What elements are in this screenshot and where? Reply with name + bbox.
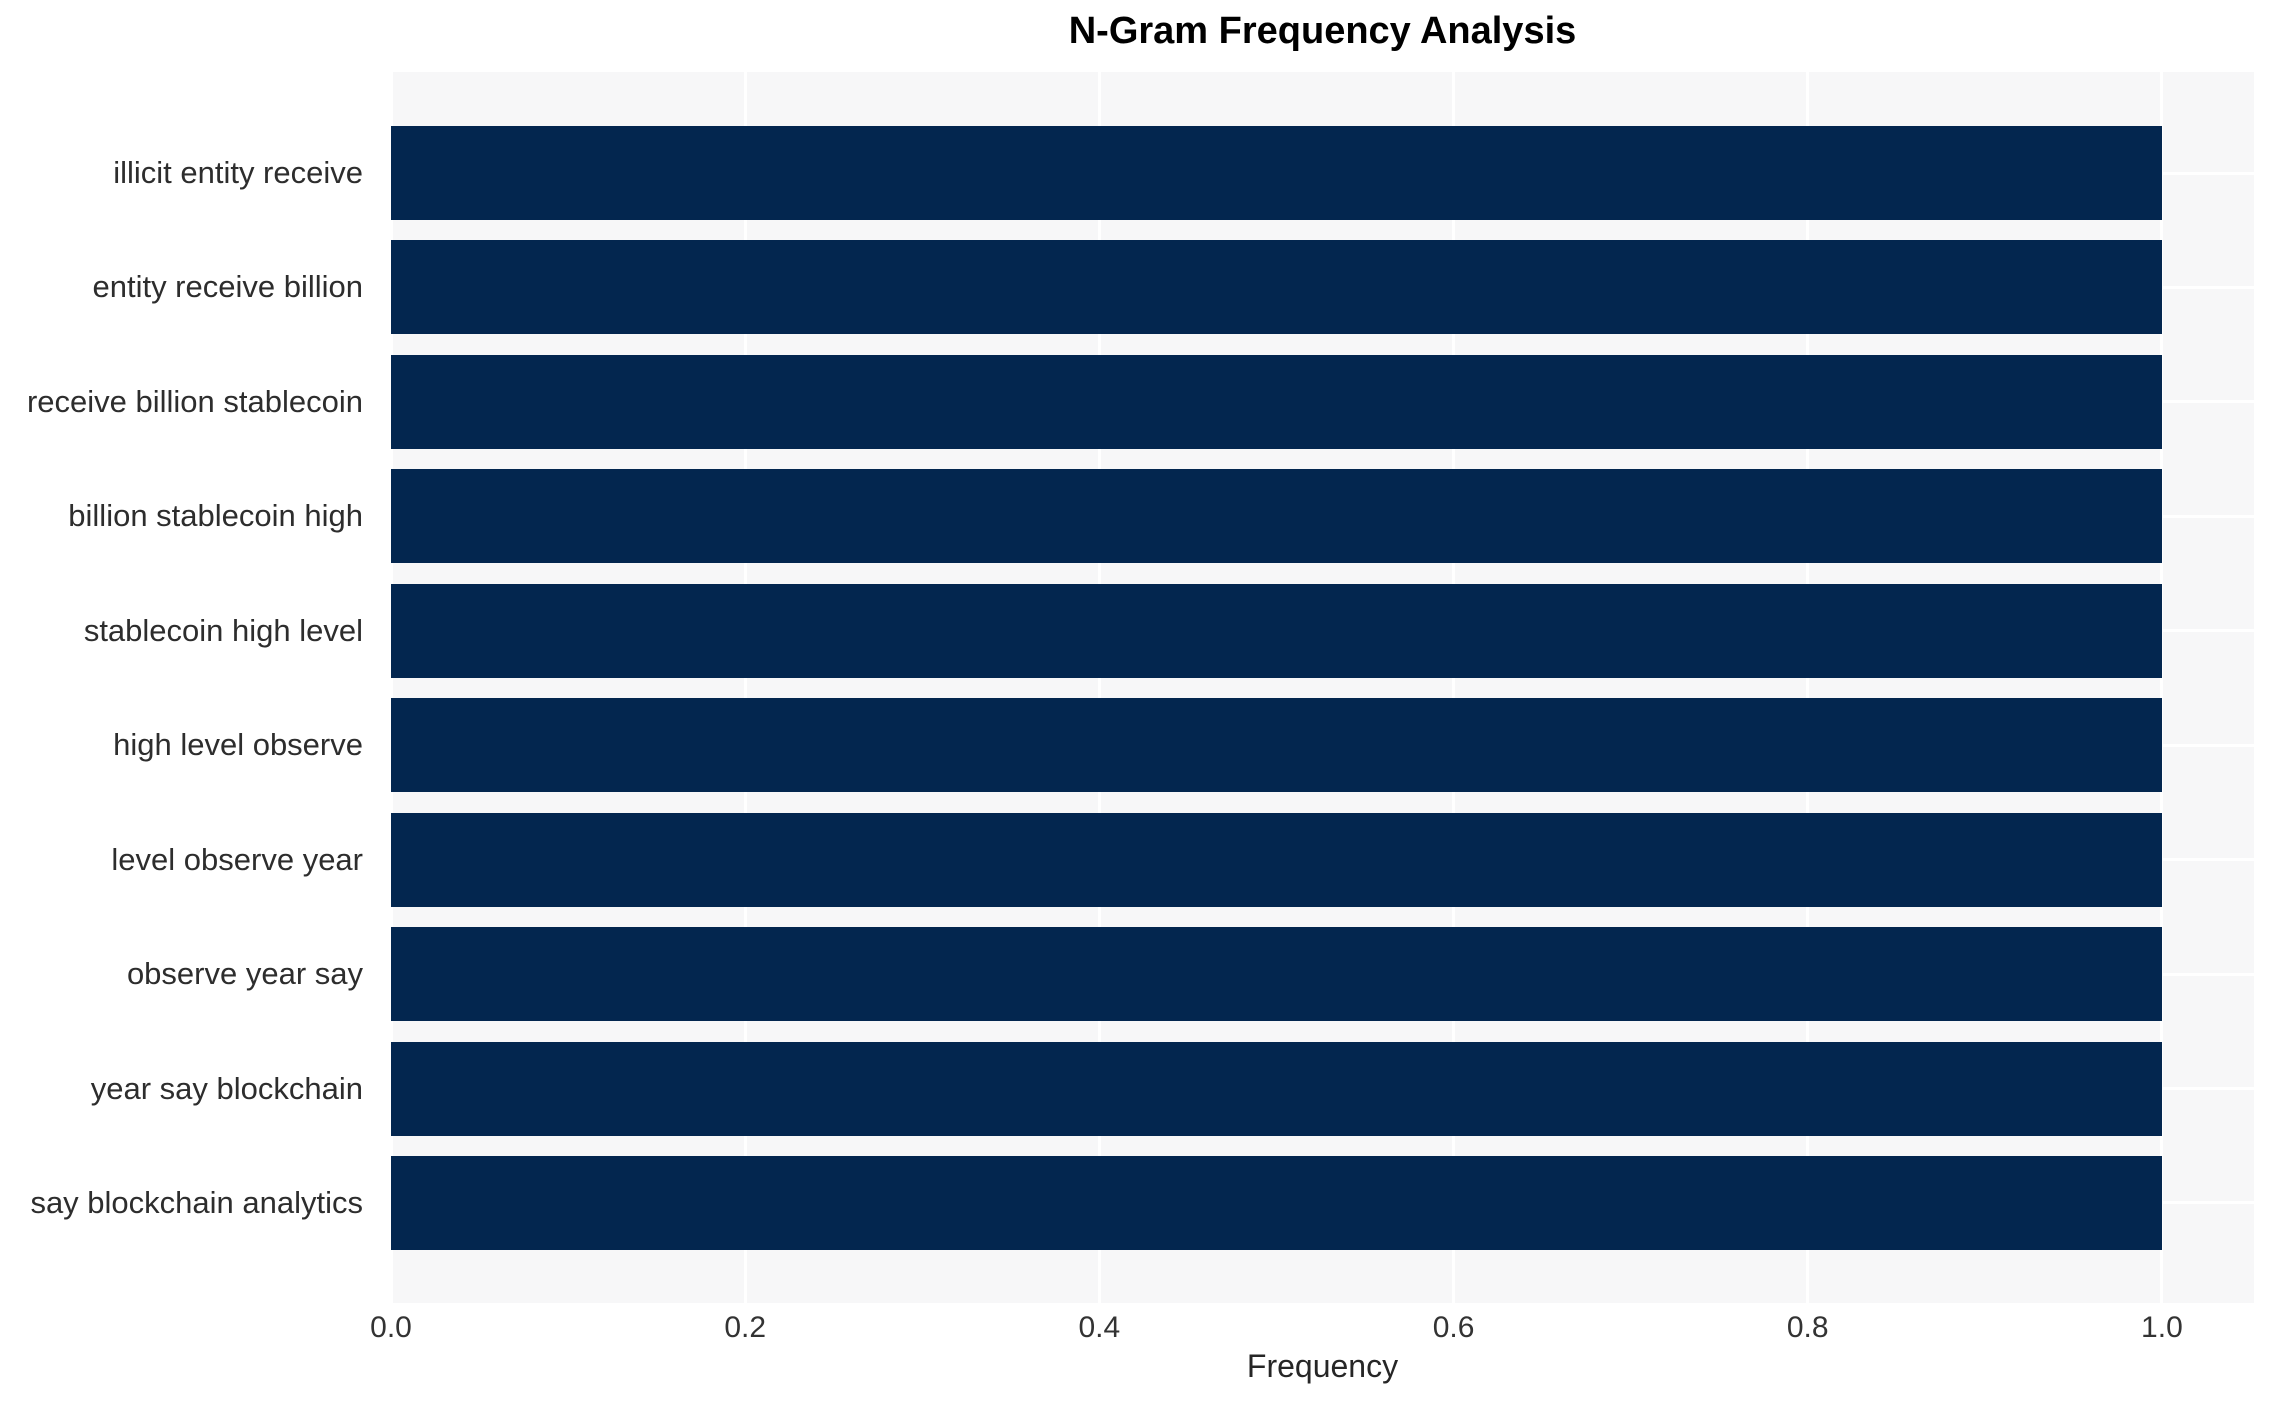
y-tick-label: say blockchain analytics bbox=[30, 1184, 363, 1220]
y-tick-label: observe year say bbox=[126, 956, 363, 992]
gridline-vertical bbox=[1452, 72, 1456, 1303]
gridline-vertical bbox=[1806, 72, 1810, 1303]
x-tick-label: 1.0 bbox=[2141, 1311, 2183, 1344]
x-tick-label: 0.0 bbox=[370, 1311, 412, 1344]
y-tick-label: entity receive billion bbox=[92, 269, 363, 305]
x-axis-title: Frequency bbox=[1246, 1348, 1399, 1384]
x-tick-label: 0.2 bbox=[724, 1311, 767, 1344]
bar bbox=[391, 812, 2162, 907]
y-tick-label: year say blockchain bbox=[90, 1070, 363, 1106]
y-tick-label: level observe year bbox=[111, 841, 363, 877]
gridline-vertical bbox=[743, 72, 747, 1303]
x-tick-label: 0.8 bbox=[1786, 1311, 1829, 1344]
y-tick-label: stablecoin high level bbox=[83, 612, 363, 648]
y-tick-label: receive billion stablecoin bbox=[26, 383, 363, 419]
bar bbox=[391, 1155, 2162, 1250]
bar bbox=[391, 469, 2162, 564]
bar bbox=[391, 126, 2162, 220]
y-tick-label: billion stablecoin high bbox=[68, 498, 363, 534]
chart-title: N-Gram Frequency Analysis bbox=[1068, 10, 1577, 52]
gridline-vertical bbox=[2160, 72, 2164, 1303]
x-tick-label: 0.6 bbox=[1432, 1311, 1475, 1344]
bar bbox=[391, 698, 2162, 793]
bar bbox=[391, 583, 2162, 678]
x-tick-label: 0.4 bbox=[1078, 1311, 1121, 1344]
y-tick-label: illicit entity receive bbox=[113, 155, 363, 190]
gridline-vertical bbox=[1097, 72, 1101, 1303]
bar bbox=[391, 240, 2162, 335]
y-tick-label: high level observe bbox=[113, 727, 363, 763]
bar bbox=[391, 1041, 2162, 1136]
bar bbox=[391, 927, 2162, 1022]
plot-area bbox=[391, 72, 2254, 1303]
gridline-vertical bbox=[391, 72, 393, 1303]
bar bbox=[391, 354, 2162, 449]
